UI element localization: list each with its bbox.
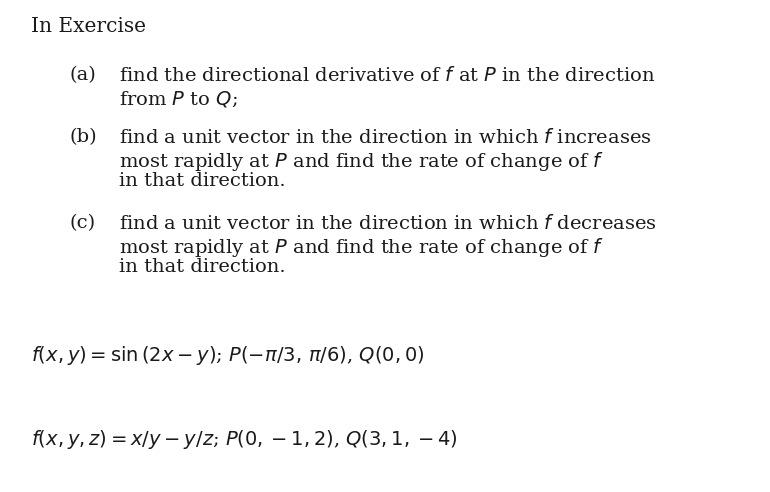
- Text: in that direction.: in that direction.: [119, 172, 286, 190]
- Text: find the directional derivative of $f$ at $P$ in the direction: find the directional derivative of $f$ a…: [119, 66, 655, 86]
- Text: in that direction.: in that direction.: [119, 258, 286, 277]
- Text: find a unit vector in the direction in which $f$ increases: find a unit vector in the direction in w…: [119, 128, 652, 147]
- Text: $f(x, y, z) = x/y - y/z$; $P(0, -1, 2)$, $Q(3, 1, -4)$: $f(x, y, z) = x/y - y/z$; $P(0, -1, 2)$,…: [31, 428, 457, 451]
- Text: most rapidly at $P$ and find the rate of change of $f$: most rapidly at $P$ and find the rate of…: [119, 150, 604, 173]
- Text: In Exercise: In Exercise: [31, 17, 146, 36]
- Text: (c): (c): [69, 214, 95, 232]
- Text: most rapidly at $P$ and find the rate of change of $f$: most rapidly at $P$ and find the rate of…: [119, 236, 604, 259]
- Text: from $P$ to $Q$;: from $P$ to $Q$;: [119, 89, 238, 109]
- Text: find a unit vector in the direction in which $f$ decreases: find a unit vector in the direction in w…: [119, 214, 658, 233]
- Text: (b): (b): [69, 128, 97, 146]
- Text: (a): (a): [69, 66, 96, 85]
- Text: $f(x, y) = \mathrm{sin}\,(2x - y)$; $P(-\pi/3,\, \pi/6)$, $Q(0, 0)$: $f(x, y) = \mathrm{sin}\,(2x - y)$; $P(-…: [31, 344, 424, 368]
